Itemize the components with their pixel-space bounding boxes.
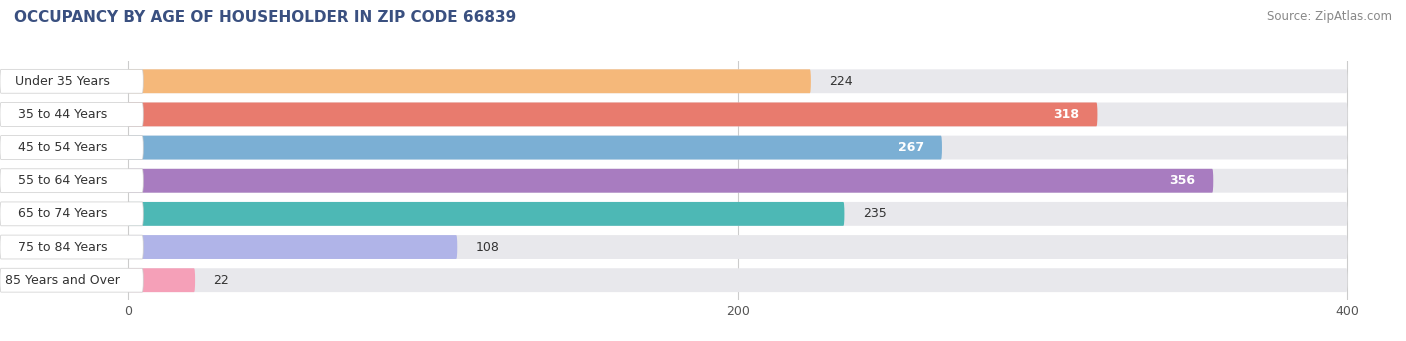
FancyBboxPatch shape (128, 103, 1098, 127)
FancyBboxPatch shape (128, 202, 845, 226)
Text: 318: 318 (1053, 108, 1080, 121)
FancyBboxPatch shape (128, 69, 1347, 93)
FancyBboxPatch shape (128, 103, 1347, 127)
Text: 235: 235 (863, 207, 886, 220)
FancyBboxPatch shape (128, 136, 1347, 160)
FancyBboxPatch shape (0, 69, 143, 93)
Text: 75 to 84 Years: 75 to 84 Years (18, 240, 107, 254)
FancyBboxPatch shape (128, 69, 811, 93)
FancyBboxPatch shape (128, 268, 1347, 292)
FancyBboxPatch shape (128, 136, 942, 160)
Text: 108: 108 (475, 240, 499, 254)
Text: 55 to 64 Years: 55 to 64 Years (18, 174, 107, 187)
Text: Source: ZipAtlas.com: Source: ZipAtlas.com (1267, 10, 1392, 23)
Text: Under 35 Years: Under 35 Years (15, 75, 110, 88)
Text: 45 to 54 Years: 45 to 54 Years (18, 141, 107, 154)
FancyBboxPatch shape (0, 103, 143, 127)
FancyBboxPatch shape (0, 136, 143, 160)
FancyBboxPatch shape (128, 268, 195, 292)
FancyBboxPatch shape (128, 235, 457, 259)
Text: 224: 224 (830, 75, 853, 88)
Text: 35 to 44 Years: 35 to 44 Years (18, 108, 107, 121)
Text: 22: 22 (214, 274, 229, 287)
FancyBboxPatch shape (0, 235, 143, 259)
FancyBboxPatch shape (128, 169, 1213, 193)
FancyBboxPatch shape (128, 235, 1347, 259)
Text: 85 Years and Over: 85 Years and Over (6, 274, 120, 287)
FancyBboxPatch shape (0, 202, 143, 226)
Text: OCCUPANCY BY AGE OF HOUSEHOLDER IN ZIP CODE 66839: OCCUPANCY BY AGE OF HOUSEHOLDER IN ZIP C… (14, 10, 516, 25)
Text: 267: 267 (897, 141, 924, 154)
FancyBboxPatch shape (128, 202, 1347, 226)
FancyBboxPatch shape (128, 169, 1347, 193)
FancyBboxPatch shape (0, 169, 143, 193)
Text: 65 to 74 Years: 65 to 74 Years (18, 207, 107, 220)
FancyBboxPatch shape (0, 268, 143, 292)
Text: 356: 356 (1168, 174, 1195, 187)
